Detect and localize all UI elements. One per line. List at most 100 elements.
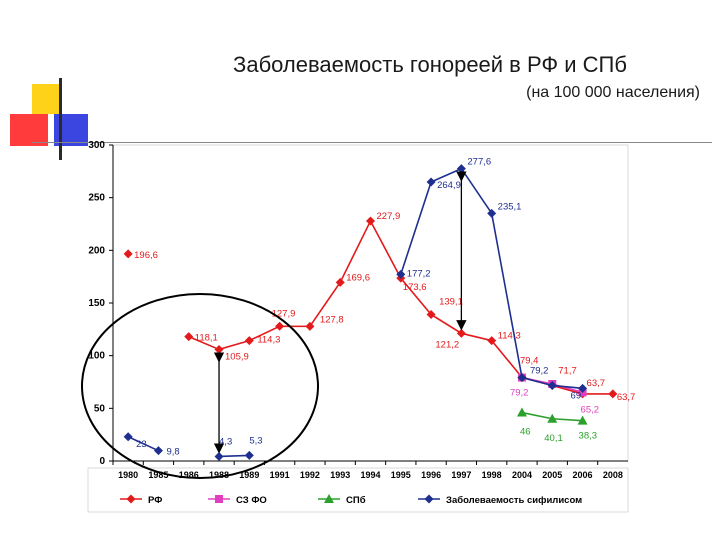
legend-item-rf: РФ	[120, 494, 162, 506]
data-point-syphilis	[456, 164, 466, 174]
data-label-spb: 38,3	[579, 431, 598, 442]
data-label-rf: 63,7	[587, 378, 606, 389]
data-point-spb	[577, 415, 588, 425]
data-label-syphilis: 4,3	[219, 436, 232, 447]
series-syphilis: 23 9,8 4,3 5,3 177,2 264,9 277,6 235,1 79,2 69	[123, 157, 588, 461]
data-label-rf: 169,6	[346, 272, 370, 283]
y-tick-label: 150	[88, 298, 105, 309]
data-point-rf	[184, 332, 194, 342]
data-label-rf: 127,8	[320, 314, 344, 325]
data-point-rf	[244, 336, 254, 346]
data-label-rf: 118,1	[195, 333, 218, 344]
x-tick-label: 1995	[391, 470, 411, 480]
data-label-szfo: 65,2	[581, 404, 600, 415]
chart-title: Заболеваемость гонореей в РФ и СПб	[233, 52, 627, 77]
legend-marker	[126, 494, 136, 504]
data-label-rf: 121,2	[435, 339, 459, 350]
data-point-syphilis	[578, 383, 588, 393]
deco-yellow-square	[32, 84, 62, 114]
x-tick-label: 1986	[179, 470, 199, 480]
legend-label: СЗ ФО	[236, 495, 267, 506]
legend-marker	[215, 495, 223, 503]
data-label-rf: 63,7	[617, 392, 636, 403]
legend-marker	[424, 494, 434, 504]
data-label-syphilis: 177,2	[407, 268, 431, 279]
data-point-spb	[547, 413, 558, 423]
data-point-syphilis	[487, 208, 497, 218]
legend-label: РФ	[148, 495, 162, 506]
data-label-rf: 139,1	[439, 296, 463, 307]
data-point-rf	[214, 344, 224, 354]
data-point-syphilis	[214, 451, 224, 461]
data-label-szfo: 79,2	[510, 388, 529, 399]
data-label-rf: 127,9	[272, 308, 296, 319]
data-label-rf: 173,6	[403, 282, 427, 293]
series-rf: 196,6 118,1 105,9 114,3 127,9 127,8 169,6 227,9…	[123, 211, 636, 403]
x-tick-label: 1980	[118, 470, 138, 480]
series-layer: 196,6 118,1 105,9 114,3 127,9 127,8 169,6 227,9…	[123, 157, 636, 461]
x-tick-label: 1985	[148, 470, 168, 480]
annotation-ellipse	[81, 293, 319, 479]
data-label-rf: 114,3	[498, 331, 521, 342]
data-label-syphilis: 9,8	[166, 447, 179, 458]
data-point-syphilis	[396, 269, 406, 279]
data-label-syphilis: 79,2	[530, 366, 549, 377]
data-label-rf: 227,9	[377, 211, 401, 222]
data-point-rf	[275, 321, 285, 331]
deco-horizontal-line	[32, 142, 712, 143]
data-point-syphilis	[517, 373, 527, 383]
data-label-rf: 196,6	[134, 250, 158, 261]
legend-item-szfo: СЗ ФО	[208, 495, 267, 506]
data-point-spb	[516, 407, 527, 417]
x-tick-label: 1993	[330, 470, 350, 480]
legend-box	[87, 467, 629, 513]
legend-label: СПб	[346, 495, 366, 506]
y-tick-label: 50	[94, 403, 106, 414]
data-point-syphilis	[426, 177, 436, 187]
x-tick-label: 1997	[451, 470, 471, 480]
data-point-rf	[487, 336, 497, 346]
data-point-rf	[426, 309, 436, 319]
x-tick-label: 2006	[573, 470, 593, 480]
data-point-syphilis	[244, 450, 254, 460]
x-tick-label: 1996	[421, 470, 441, 480]
legend-label: Заболеваемость сифилисом	[446, 495, 582, 506]
deco-vertical-line	[59, 78, 62, 160]
data-point-rf	[335, 277, 345, 287]
x-tick-label: 1992	[300, 470, 320, 480]
legend-marker	[324, 494, 334, 503]
x-tick-label: 2005	[542, 470, 562, 480]
x-tick-label: 1988	[209, 470, 229, 480]
data-label-syphilis: 277,6	[467, 157, 491, 168]
data-label-rf: 71,7	[558, 365, 577, 376]
series-line-syphilis	[127, 436, 159, 452]
data-point-syphilis	[123, 432, 133, 442]
data-label-rf: 105,9	[225, 351, 249, 362]
data-point-rf	[123, 249, 133, 259]
data-point-rf	[608, 389, 618, 399]
legend-item-syphilis: Заболеваемость сифилисом	[418, 494, 582, 506]
data-label-syphilis: 264,9	[437, 180, 461, 191]
chart-subtitle: (на 100 000 населения)	[526, 84, 700, 101]
legend-item-spb: СПб	[318, 494, 366, 506]
y-tick-label: 250	[88, 193, 105, 204]
data-point-syphilis	[547, 380, 557, 390]
x-tick-label: 1989	[239, 470, 259, 480]
data-label-spb: 40,1	[544, 433, 563, 444]
data-point-rf	[456, 328, 466, 338]
annotations-layer	[81, 171, 467, 479]
data-point-rf	[305, 321, 315, 331]
data-label-rf: 114,3	[257, 335, 280, 346]
x-tick-label: 1991	[270, 470, 290, 480]
x-tick-label: 1994	[360, 470, 380, 480]
legend: РФ СЗ ФО СПб Заболеваемость сифилисом	[120, 494, 582, 506]
data-label-rf: 79,4	[520, 355, 539, 366]
y-tick-label: 100	[88, 351, 105, 362]
data-label-syphilis: 5,3	[249, 435, 262, 446]
y-tick-label: 300	[88, 140, 105, 151]
series-line-syphilis	[219, 454, 250, 458]
data-label-syphilis: 235,1	[498, 201, 522, 212]
x-tick-label: 2008	[603, 470, 623, 480]
data-label-syphilis: 69	[571, 390, 582, 401]
